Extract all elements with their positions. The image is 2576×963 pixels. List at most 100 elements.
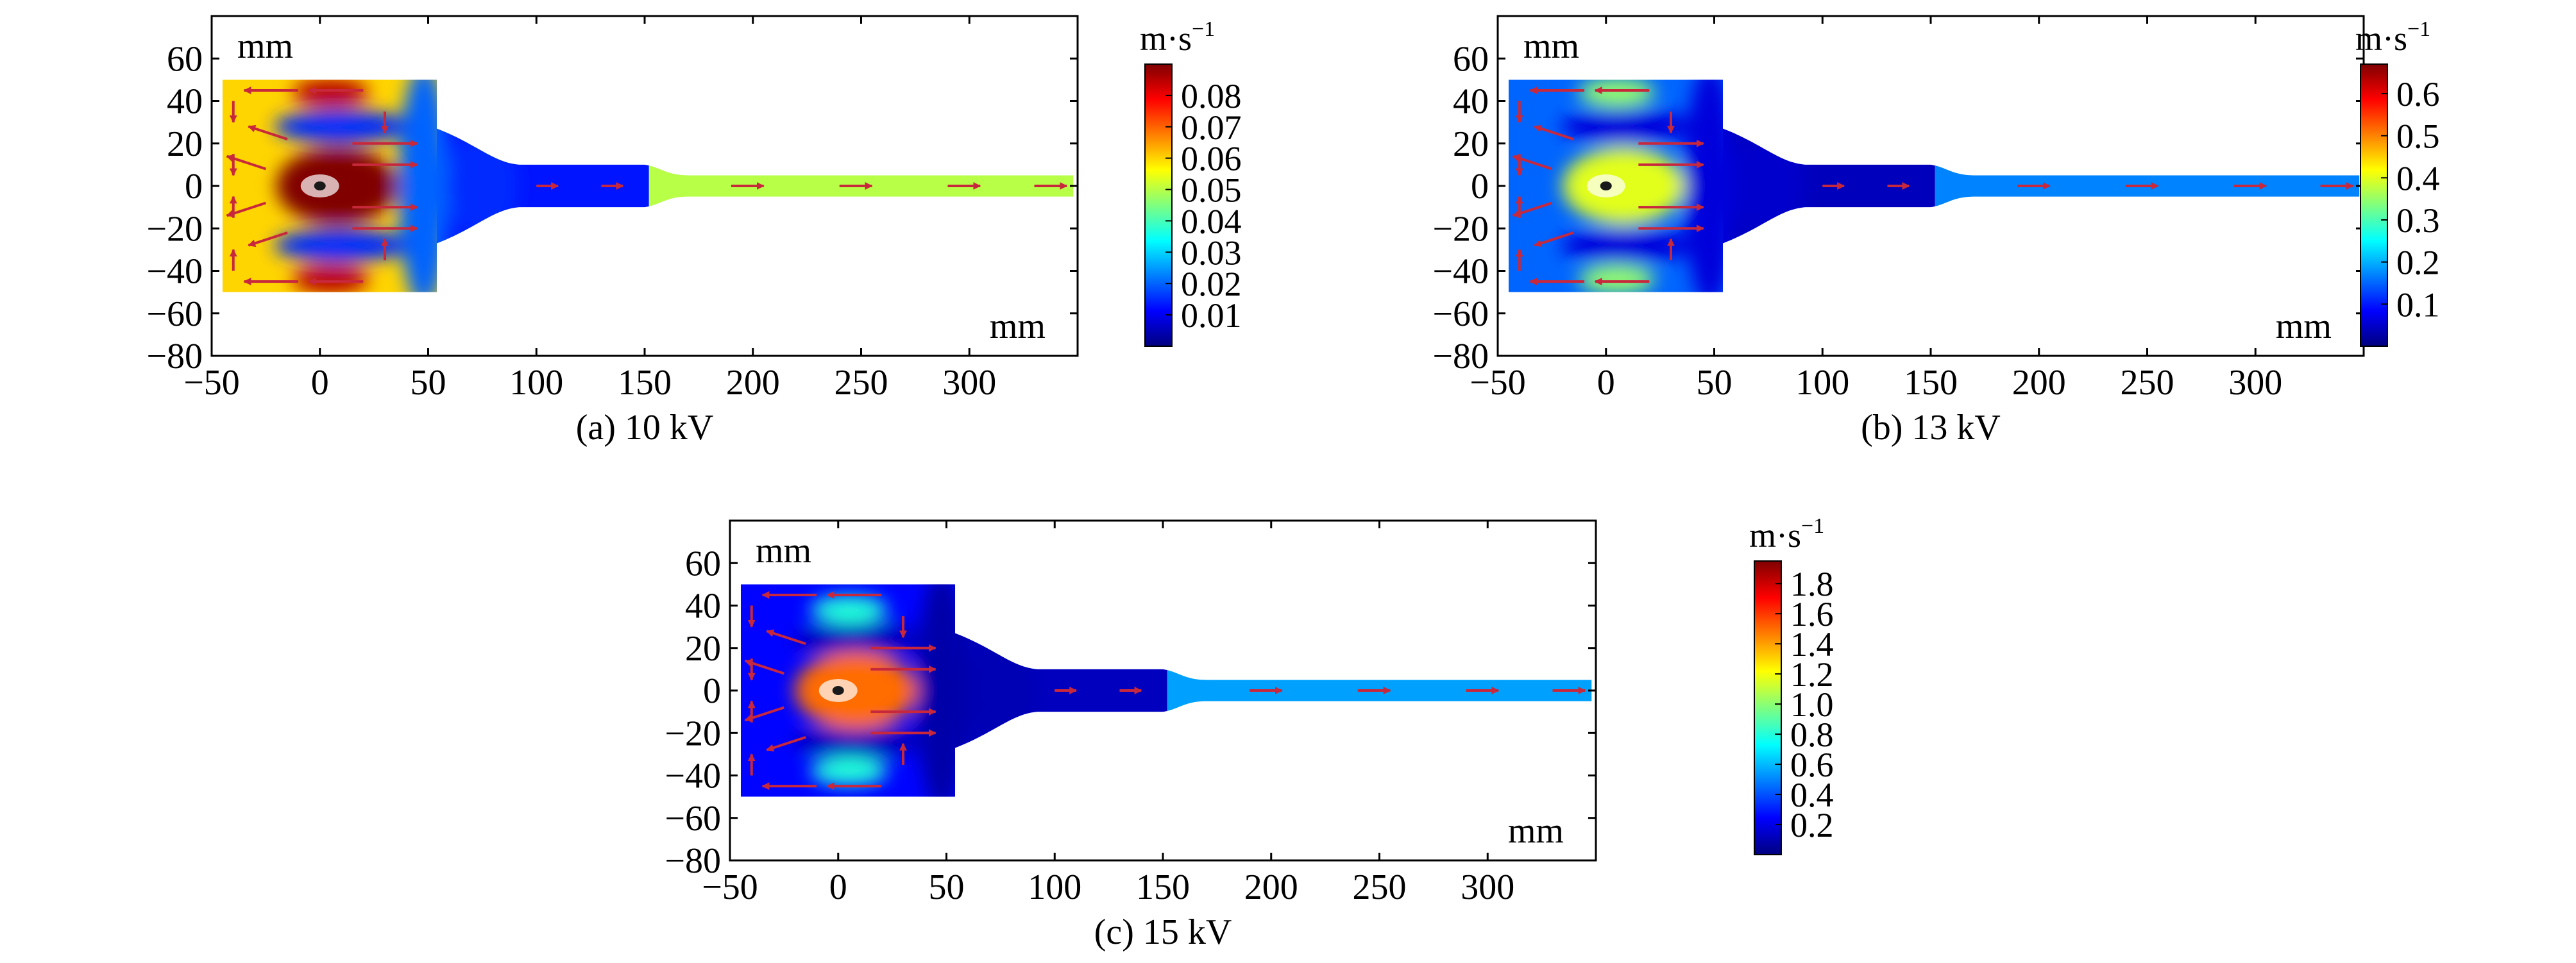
x-tick-label: 250 <box>835 363 888 403</box>
y-tick-label: −60 <box>665 799 721 839</box>
y-axis-unit-label: mm <box>237 26 293 66</box>
nozzle-zone <box>446 131 518 240</box>
x-tick-label: 0 <box>1597 363 1615 403</box>
y-tick-label: 0 <box>185 167 203 206</box>
velocity-arrows <box>744 590 1586 791</box>
chart-panel-1: −50 0 50 100 150 200 250 3006040200−20−40−60−80… <box>146 15 1242 448</box>
colorbar-tick-label: 0.1 <box>2396 285 2440 324</box>
vortex-band <box>274 228 409 262</box>
y-tick-label: −80 <box>146 337 203 376</box>
x-tick-label: 0 <box>829 867 847 907</box>
x-tick-label: 200 <box>726 363 780 403</box>
colorbar-tick-label: 0.02 <box>1181 265 1242 303</box>
colorbar-unit-exponent: −1 <box>2407 17 2430 41</box>
colorbar-tick-label: 0.4 <box>2396 159 2440 197</box>
colorbar-tick-label: 0.6 <box>2396 75 2440 113</box>
y-tick-label: 20 <box>1453 124 1489 164</box>
y-axis-unit-label: mm <box>1523 26 1579 66</box>
colorbar-unit-exponent: −1 <box>1801 514 1824 538</box>
x-tick-label: 100 <box>1795 363 1849 403</box>
x-tick-label: 250 <box>2121 363 2174 403</box>
y-tick-label: −40 <box>146 252 203 292</box>
velocity-arrows <box>226 86 1068 286</box>
x-axis-unit-label: mm <box>990 306 1046 346</box>
colorbar-tick-label: 1.8 <box>1790 565 1834 603</box>
colorbar-tick-label: 0.08 <box>1181 77 1242 115</box>
y-tick-label: 20 <box>685 629 721 669</box>
colorbar <box>1754 560 1782 855</box>
y-tick-label: 60 <box>1453 39 1489 79</box>
y-tick-label: −60 <box>146 294 203 334</box>
electrode-center <box>832 686 844 695</box>
vortex-band <box>792 623 928 657</box>
velocity-arrow <box>248 231 288 247</box>
colorbar-tick-label: 0.05 <box>1181 171 1242 210</box>
colorbar-tick-label: 1.0 <box>1790 685 1834 724</box>
velocity-arrow <box>766 735 806 752</box>
colorbar-tick-label: 0.01 <box>1181 296 1242 335</box>
y-tick-label: −20 <box>665 714 721 753</box>
vortex-band <box>1560 110 1695 144</box>
panel-caption: (b) 13 kV <box>1861 408 2001 448</box>
y-tick-label: −40 <box>665 757 721 796</box>
x-tick-label: 50 <box>411 363 446 403</box>
hot-spot <box>292 265 369 292</box>
colorbar-unit-label: m·s−1 <box>1749 514 1824 555</box>
edge-zone <box>1684 80 1736 292</box>
field-gradients <box>274 80 518 292</box>
vortex-band <box>274 110 409 144</box>
hot-spot <box>810 596 888 624</box>
colorbar-tick-label: 0.2 <box>2396 244 2440 282</box>
y-tick-label: 60 <box>167 39 203 79</box>
colorbar-tick-label: 0.06 <box>1181 140 1242 178</box>
x-tick-label: 250 <box>1353 867 1407 907</box>
velocity-arrow <box>1534 231 1574 247</box>
y-tick-label: −60 <box>1432 294 1489 334</box>
colorbar-unit-label: m·s−1 <box>1140 17 1215 58</box>
colorbar-tick-label: 1.4 <box>1790 625 1834 664</box>
x-tick-label: 200 <box>1244 867 1298 907</box>
x-tick-label: 300 <box>1461 867 1514 907</box>
chart-panel-3: −50 0 50 100 150 200 250 3006040200−20−40−60−80… <box>665 514 1833 952</box>
x-tick-label: −50 <box>1470 363 1526 403</box>
velocity-arrows <box>1512 86 2354 286</box>
edge-zone <box>916 584 968 797</box>
hot-spot <box>810 757 888 785</box>
y-tick-label: −40 <box>1432 252 1489 292</box>
x-tick-label: 150 <box>1904 363 1958 403</box>
colorbar-tick-label: 0.6 <box>1790 746 1834 784</box>
colorbar-tick-label: 1.6 <box>1790 595 1834 633</box>
x-tick-label: −50 <box>702 867 758 907</box>
panel-caption: (c) 15 kV <box>1094 912 1232 952</box>
hot-spot <box>292 80 369 107</box>
x-tick-label: 200 <box>2012 363 2066 403</box>
y-tick-label: −20 <box>1432 209 1489 249</box>
y-tick-label: 0 <box>703 671 721 711</box>
colorbar-tick-label: 0.8 <box>1790 716 1834 754</box>
hot-spot <box>1578 265 1656 292</box>
velocity-arrow <box>1534 124 1574 141</box>
x-axis-unit-label: mm <box>1508 811 1564 851</box>
y-tick-label: −80 <box>1432 337 1489 376</box>
y-tick-label: 0 <box>1471 167 1489 206</box>
x-tick-label: 50 <box>1697 363 1733 403</box>
edge-zone <box>398 80 450 292</box>
y-tick-label: 60 <box>685 544 721 583</box>
x-tick-label: 300 <box>2228 363 2282 403</box>
x-tick-label: −50 <box>183 363 240 403</box>
y-tick-label: 40 <box>167 82 203 122</box>
colorbar-tick-label: 0.07 <box>1181 108 1242 147</box>
x-tick-label: 300 <box>942 363 996 403</box>
vortex-band <box>1560 228 1695 262</box>
colorbar-tick-label: 0.5 <box>2396 117 2440 156</box>
colorbar <box>2360 63 2388 347</box>
x-tick-label: 150 <box>618 363 672 403</box>
y-tick-label: −20 <box>146 209 203 249</box>
y-axis-unit-label: mm <box>756 531 811 571</box>
vortex-band <box>792 724 928 758</box>
colorbar-tick-label: 0.03 <box>1181 233 1242 272</box>
x-tick-label: 100 <box>1028 867 1081 907</box>
colorbar-unit-exponent: −1 <box>1192 17 1215 41</box>
x-tick-label: 150 <box>1136 867 1190 907</box>
y-tick-label: 40 <box>1453 82 1489 122</box>
